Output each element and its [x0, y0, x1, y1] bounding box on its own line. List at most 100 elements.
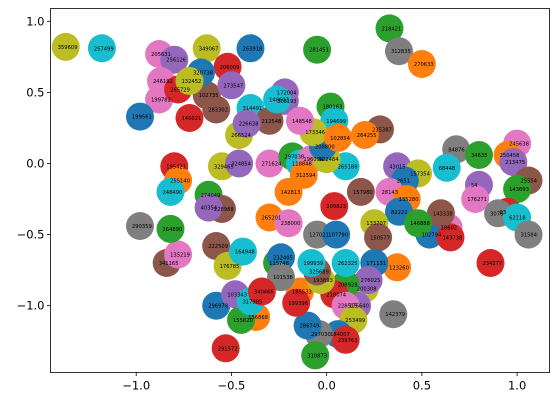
point-label: 213475	[505, 160, 525, 166]
point-label: 199561	[132, 115, 152, 121]
scatter-point	[263, 85, 292, 114]
point-label: 234277	[483, 261, 503, 267]
point-label: 157980	[353, 190, 373, 196]
point-label: 317985	[243, 299, 263, 305]
point-label: 164948	[235, 250, 255, 256]
point-label: 196094	[303, 157, 324, 163]
point-label: 271624	[262, 162, 283, 168]
point-label: 180163	[323, 105, 343, 111]
point-label: 31584	[521, 233, 538, 239]
point-label: 43015	[389, 164, 406, 170]
point-label: 143338	[433, 211, 453, 217]
point-label: 140603	[269, 98, 289, 104]
scatter-point	[461, 185, 490, 213]
point-label: 312594	[296, 173, 317, 179]
point-label: 176271	[467, 197, 487, 203]
point-label: 349067	[199, 46, 219, 52]
point-label: 127021	[309, 233, 329, 239]
point-label: 93	[500, 210, 507, 216]
point-label: 265201	[262, 216, 282, 222]
point-label: 193893	[313, 278, 333, 284]
point-label: 286749	[300, 324, 320, 330]
scatter-point	[156, 177, 185, 206]
points-layer	[51, 14, 543, 370]
point-label: 238000	[281, 221, 301, 227]
point-label: 218421	[382, 26, 402, 32]
point-label: 245638	[509, 142, 529, 148]
point-label: 118848	[292, 162, 312, 168]
point-label: 320738	[193, 71, 213, 77]
scatter-point	[255, 149, 284, 178]
point-label: 68448	[439, 166, 456, 172]
point-label: 146888	[410, 221, 430, 227]
point-label: 218074	[326, 292, 347, 298]
point-label: 172004	[277, 90, 298, 96]
point-label: 235387	[372, 127, 392, 133]
scatter-point	[232, 109, 261, 138]
point-label: 297038	[284, 154, 304, 160]
point-label: 273547	[223, 83, 243, 89]
scatter-point	[404, 209, 433, 238]
point-label: 102735	[199, 93, 219, 99]
point-label: 297030	[311, 332, 331, 338]
point-label: 34635	[471, 153, 488, 159]
plot-frame	[50, 8, 550, 373]
scatter-point	[274, 177, 303, 206]
scatter-point	[301, 341, 330, 370]
scatter-point	[51, 32, 80, 61]
scatter-point	[126, 102, 154, 131]
scatter-point	[320, 192, 349, 221]
point-label: 199939	[303, 261, 323, 267]
y-axis-ticks: −1.0 −0.5 0.0 0.5 1.0	[17, 14, 51, 313]
point-label: 135219	[170, 253, 190, 259]
point-label: 185533	[292, 290, 312, 296]
scatter-point	[379, 300, 408, 329]
point-label: 102854	[330, 136, 351, 142]
x-tick-label: 1.0	[508, 379, 526, 393]
point-label: 250458	[500, 153, 520, 159]
point-label: 115748	[269, 261, 289, 267]
point-label: 265729	[170, 88, 190, 94]
point-label: 184007	[330, 332, 350, 338]
point-label: 148548	[292, 119, 312, 125]
scatter-point	[350, 121, 379, 149]
point-label: 264890	[163, 227, 183, 233]
point-label: 82222	[391, 210, 408, 216]
y-tick-label: 0.5	[26, 85, 44, 99]
point-label: 28143	[382, 190, 399, 196]
scatter-point	[331, 325, 360, 354]
point-label: 176785	[220, 264, 240, 270]
point-labels-layer: 359609 257499 205631 349067 263918 218421 2814…	[58, 26, 538, 359]
point-label: 228988	[214, 207, 234, 213]
point-label: 253499	[345, 318, 365, 324]
point-label: 143738	[443, 235, 463, 241]
point-label: 2651	[397, 179, 410, 185]
point-label: 262325	[338, 261, 358, 267]
point-label: 102794	[422, 233, 443, 239]
point-label: 314491	[243, 106, 263, 112]
x-tick-label: 0.5	[413, 379, 431, 393]
scatter-point	[274, 209, 303, 238]
point-label: 135280	[399, 197, 419, 203]
x-tick-label: −0.5	[217, 379, 245, 393]
point-label: 25554	[521, 179, 538, 185]
scatter-point	[194, 193, 223, 222]
point-label: 209823	[326, 204, 346, 210]
point-label: 150577	[370, 235, 390, 241]
point-label: 270633	[414, 62, 434, 68]
point-label: 84876	[448, 147, 465, 153]
point-label: 101538	[273, 275, 293, 281]
point-label: 208928	[338, 282, 358, 288]
point-label: 157354	[410, 171, 431, 177]
point-label: 122484	[319, 157, 340, 163]
point-label: 156868	[248, 315, 268, 321]
point-label: 62118	[509, 216, 526, 222]
point-label: 175640	[349, 304, 369, 310]
scatter-point	[217, 71, 246, 100]
point-label: 132452	[182, 79, 202, 85]
scatter-point	[126, 212, 154, 240]
point-label: 226638	[239, 122, 259, 128]
point-label: 256126	[166, 58, 186, 64]
point-label: 3076	[490, 211, 503, 217]
point-label: 206009	[220, 65, 240, 71]
